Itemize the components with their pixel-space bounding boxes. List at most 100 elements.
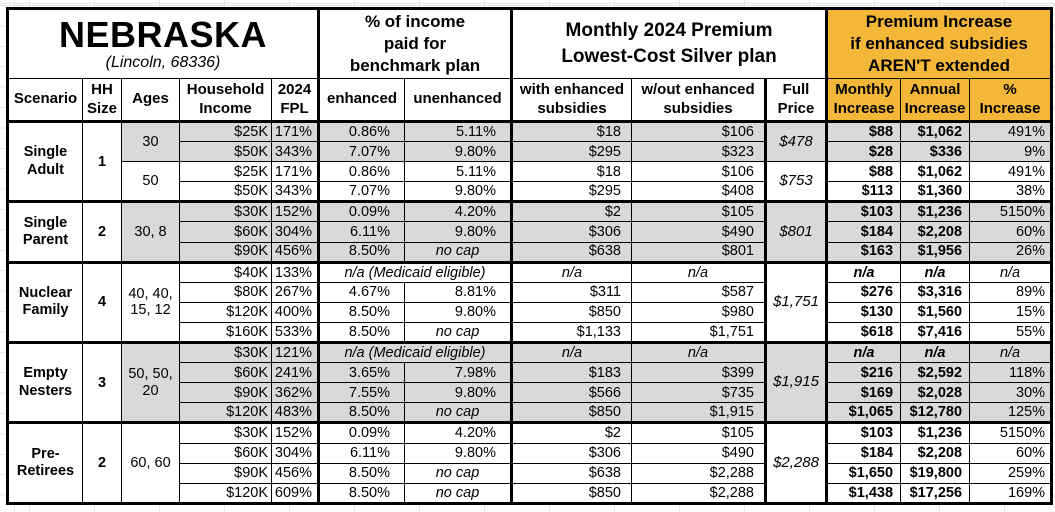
premium-table: NEBRASKA (Lincoln, 68336) % of income pa… (6, 7, 1054, 505)
cell-income: $90K (179, 382, 272, 404)
cell-unenhanced: 9.80% (404, 442, 512, 464)
cell-income: $50K (179, 141, 272, 163)
cell-annual-increase: $2,592 (900, 362, 971, 384)
cell-monthly-increase: $184 (825, 442, 902, 464)
cell-fpl: 171% (271, 161, 319, 183)
cell-with-subsidies: $638 (510, 462, 632, 484)
cell-enhanced: 7.55% (317, 382, 405, 404)
cell-with-subsidies: $850 (510, 402, 632, 424)
cell-fpl: 483% (271, 402, 319, 424)
cell-fpl: 121% (271, 341, 319, 364)
cell-without-subsidies: n/a (631, 260, 766, 283)
cell-with-subsidies: $18 (510, 161, 632, 183)
cell-monthly-increase: $276 (825, 281, 902, 303)
cell-hh-size: 4 (82, 260, 122, 344)
cell-fpl: 267% (271, 281, 319, 303)
cell-annual-increase: $1,360 (900, 181, 971, 203)
cell-enhanced: 0.86% (317, 119, 405, 143)
cell-fpl: 241% (271, 362, 319, 384)
cell-unenhanced: no cap (404, 241, 512, 263)
cell-monthly-increase: $216 (825, 362, 902, 384)
cell-unenhanced: 4.20% (404, 200, 512, 223)
cell-ages: 60, 60 (121, 421, 180, 504)
cell-annual-increase: $1,236 (900, 200, 971, 223)
cell-without-subsidies: $408 (631, 181, 766, 203)
col-header-hh-size: HH Size (82, 78, 122, 122)
cell-income: $60K (179, 362, 272, 384)
cell-scenario: Single Parent (7, 200, 83, 263)
cell-annual-increase: $1,062 (900, 119, 971, 143)
cell-unenhanced: 4.20% (404, 421, 512, 444)
cell-enhanced: 8.50% (317, 482, 405, 505)
cell-income: $90K (179, 462, 272, 484)
cell-unenhanced: 9.80% (404, 382, 512, 404)
cell-fpl: 152% (271, 421, 319, 444)
cell-enhanced: 0.09% (317, 421, 405, 444)
cell-without-subsidies: $2,288 (631, 462, 766, 484)
cell-unenhanced: 9.80% (404, 301, 512, 323)
cell-enhanced: 8.50% (317, 241, 405, 263)
cell-pct-increase: 38% (969, 181, 1053, 203)
cell-monthly-increase: $1,065 (825, 402, 902, 424)
cell-monthly-increase: $169 (825, 382, 902, 404)
cell-pct-increase: 30% (969, 382, 1053, 404)
cell-enhanced: 3.65% (317, 362, 405, 384)
cell-with-subsidies: $306 (510, 221, 632, 243)
cell-with-subsidies: $1,133 (510, 321, 632, 344)
cell-income: $60K (179, 221, 272, 243)
cell-with-subsidies: $2 (510, 200, 632, 223)
cell-pct-increase: 26% (969, 241, 1053, 263)
cell-unenhanced: 7.98% (404, 362, 512, 384)
cell-enhanced: 0.09% (317, 200, 405, 223)
cell-pct-increase: 491% (969, 161, 1053, 183)
cell-annual-increase: $1,560 (900, 301, 971, 323)
cell-income: $120K (179, 402, 272, 424)
cell-fpl: 343% (271, 141, 319, 163)
cell-medicaid-note: n/a (Medicaid eligible) (317, 260, 512, 283)
col-header-unenhanced: unenhanced (404, 78, 512, 122)
cell-without-subsidies: $399 (631, 362, 766, 384)
cell-annual-increase: $19,800 (900, 462, 971, 484)
cell-with-subsidies: n/a (510, 341, 632, 364)
cell-annual-increase: n/a (900, 260, 971, 283)
cell-without-subsidies: $1,915 (631, 402, 766, 424)
cell-ages: 50 (121, 161, 180, 203)
cell-income: $40K (179, 260, 272, 283)
cell-annual-increase: $7,416 (900, 321, 971, 344)
cell-unenhanced: no cap (404, 482, 512, 505)
cell-without-subsidies: $1,751 (631, 321, 766, 344)
cell-full-price: $2,288 (763, 421, 828, 504)
cell-income: $120K (179, 301, 272, 323)
cell-full-price: $801 (763, 200, 828, 263)
cell-monthly-increase: $1,650 (825, 462, 902, 484)
cell-income: $30K (179, 200, 272, 223)
cell-annual-increase: $12,780 (900, 402, 971, 424)
cell-enhanced: 7.07% (317, 141, 405, 163)
cell-fpl: 304% (271, 442, 319, 464)
cell-fpl: 304% (271, 221, 319, 243)
cell-pct-increase: 15% (969, 301, 1053, 323)
cell-fpl: 456% (271, 241, 319, 263)
cell-unenhanced: no cap (404, 462, 512, 484)
cell-monthly-increase: $88 (825, 119, 902, 143)
cell-without-subsidies: $735 (631, 382, 766, 404)
cell-hh-size: 1 (82, 119, 122, 203)
cell-pct-increase: 259% (969, 462, 1053, 484)
cell-fpl: 456% (271, 462, 319, 484)
cell-pct-increase: 60% (969, 221, 1053, 243)
col-header-enhanced: enhanced (317, 78, 405, 122)
cell-enhanced: 8.50% (317, 301, 405, 323)
cell-monthly-increase: $103 (825, 200, 902, 223)
cell-with-subsidies: $295 (510, 141, 632, 163)
col-header-annual-increase: Annual Increase (900, 78, 971, 122)
cell-income: $25K (179, 119, 272, 143)
cell-with-subsidies: $18 (510, 119, 632, 143)
cell-monthly-increase: $103 (825, 421, 902, 444)
cell-without-subsidies: n/a (631, 341, 766, 364)
cell-fpl: 343% (271, 181, 319, 203)
col-header-with-subsidies: with enhanced subsidies (510, 78, 632, 122)
cell-full-price: $478 (763, 119, 828, 163)
cell-enhanced: 7.07% (317, 181, 405, 203)
cell-full-price: $1,915 (763, 341, 828, 424)
cell-fpl: 152% (271, 200, 319, 223)
